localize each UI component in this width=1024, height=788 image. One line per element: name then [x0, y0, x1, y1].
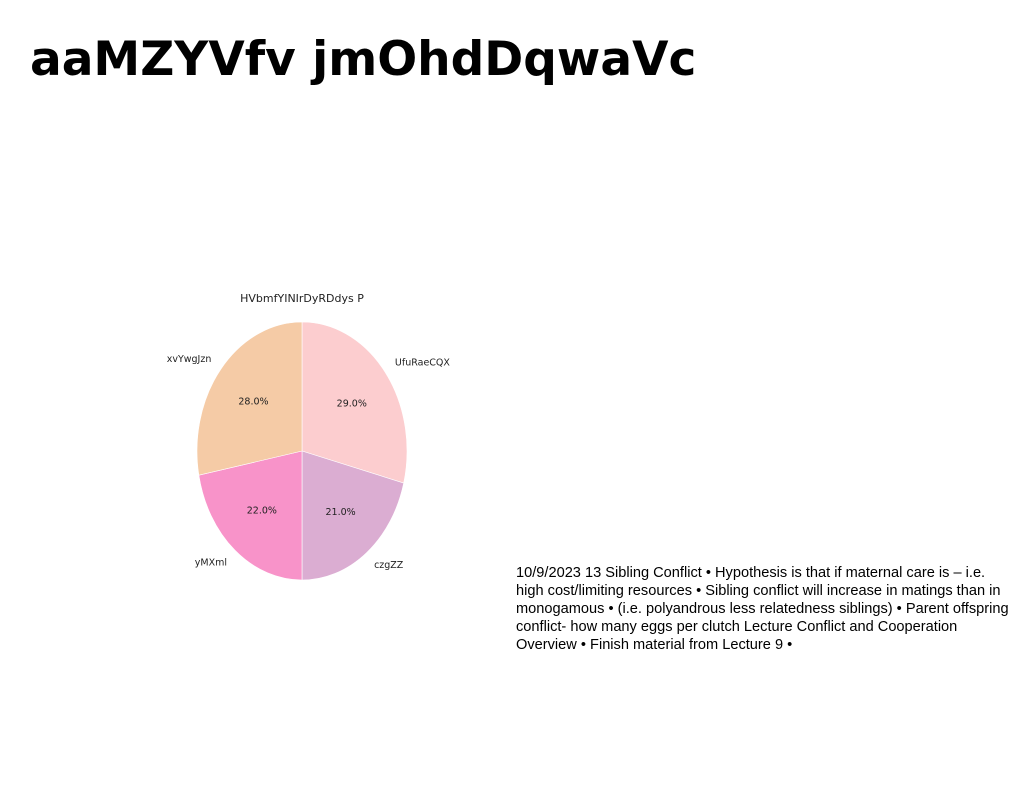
pie-slice-xvYwgJzn	[196, 321, 303, 476]
pie-slice-yMXml	[198, 450, 303, 581]
pie-chart: HVbmfYINIrDyRDdys P 29.0% UfuRaeCQX 21.0% c…	[140, 280, 470, 590]
pie-pct-label: 29.0%	[337, 399, 367, 410]
pie-category-label: UfuRaeCQX	[395, 357, 450, 368]
pie-category-label: czgZZ	[374, 560, 404, 571]
pie-category-label: yMXml	[195, 557, 227, 568]
pie-pct-label: 28.0%	[238, 397, 268, 408]
pie-slices	[196, 321, 408, 581]
chart-title: HVbmfYINIrDyRDdys P	[240, 292, 364, 305]
pie-chart-svg: HVbmfYINIrDyRDdys P 29.0% UfuRaeCQX 21.0% c…	[167, 292, 451, 581]
pie-pct-label: 21.0%	[326, 507, 356, 518]
pie-labels: 29.0% UfuRaeCQX 21.0% czgZZ 22.0% yMXml 28.0% x…	[167, 354, 451, 571]
slide-title: aaMZYVfv jmOhdDqwaVc	[30, 32, 697, 87]
pie-slice-czgZZ	[301, 450, 405, 581]
slide-body-text: 10/9/2023 13 Sibling Conflict • Hypothes…	[516, 565, 1009, 653]
pie-pct-label: 22.0%	[247, 506, 277, 517]
pie-slice-UfuRaeCQX	[301, 321, 408, 484]
pie-category-label: xvYwgJzn	[167, 354, 212, 365]
